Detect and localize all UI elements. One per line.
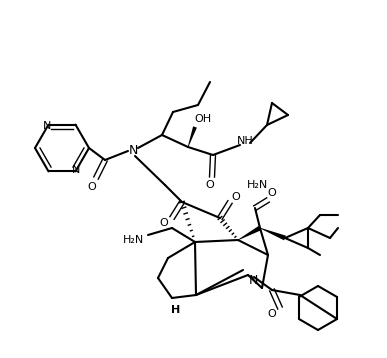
Text: H₂N: H₂N [122,235,144,245]
Text: O: O [159,218,168,228]
Text: O: O [205,180,214,190]
Polygon shape [238,226,261,240]
Text: O: O [232,192,240,202]
Text: O: O [87,182,96,192]
Text: H: H [171,305,181,315]
Text: N: N [72,165,80,175]
Text: OH: OH [194,114,212,124]
Text: O: O [268,188,276,198]
Text: NH: NH [236,136,253,146]
Text: H₂N: H₂N [247,180,269,190]
Text: N: N [43,121,52,131]
Text: N: N [248,274,258,286]
Text: O: O [268,309,276,319]
Polygon shape [260,228,286,240]
Polygon shape [188,126,197,147]
Text: N: N [128,144,138,156]
